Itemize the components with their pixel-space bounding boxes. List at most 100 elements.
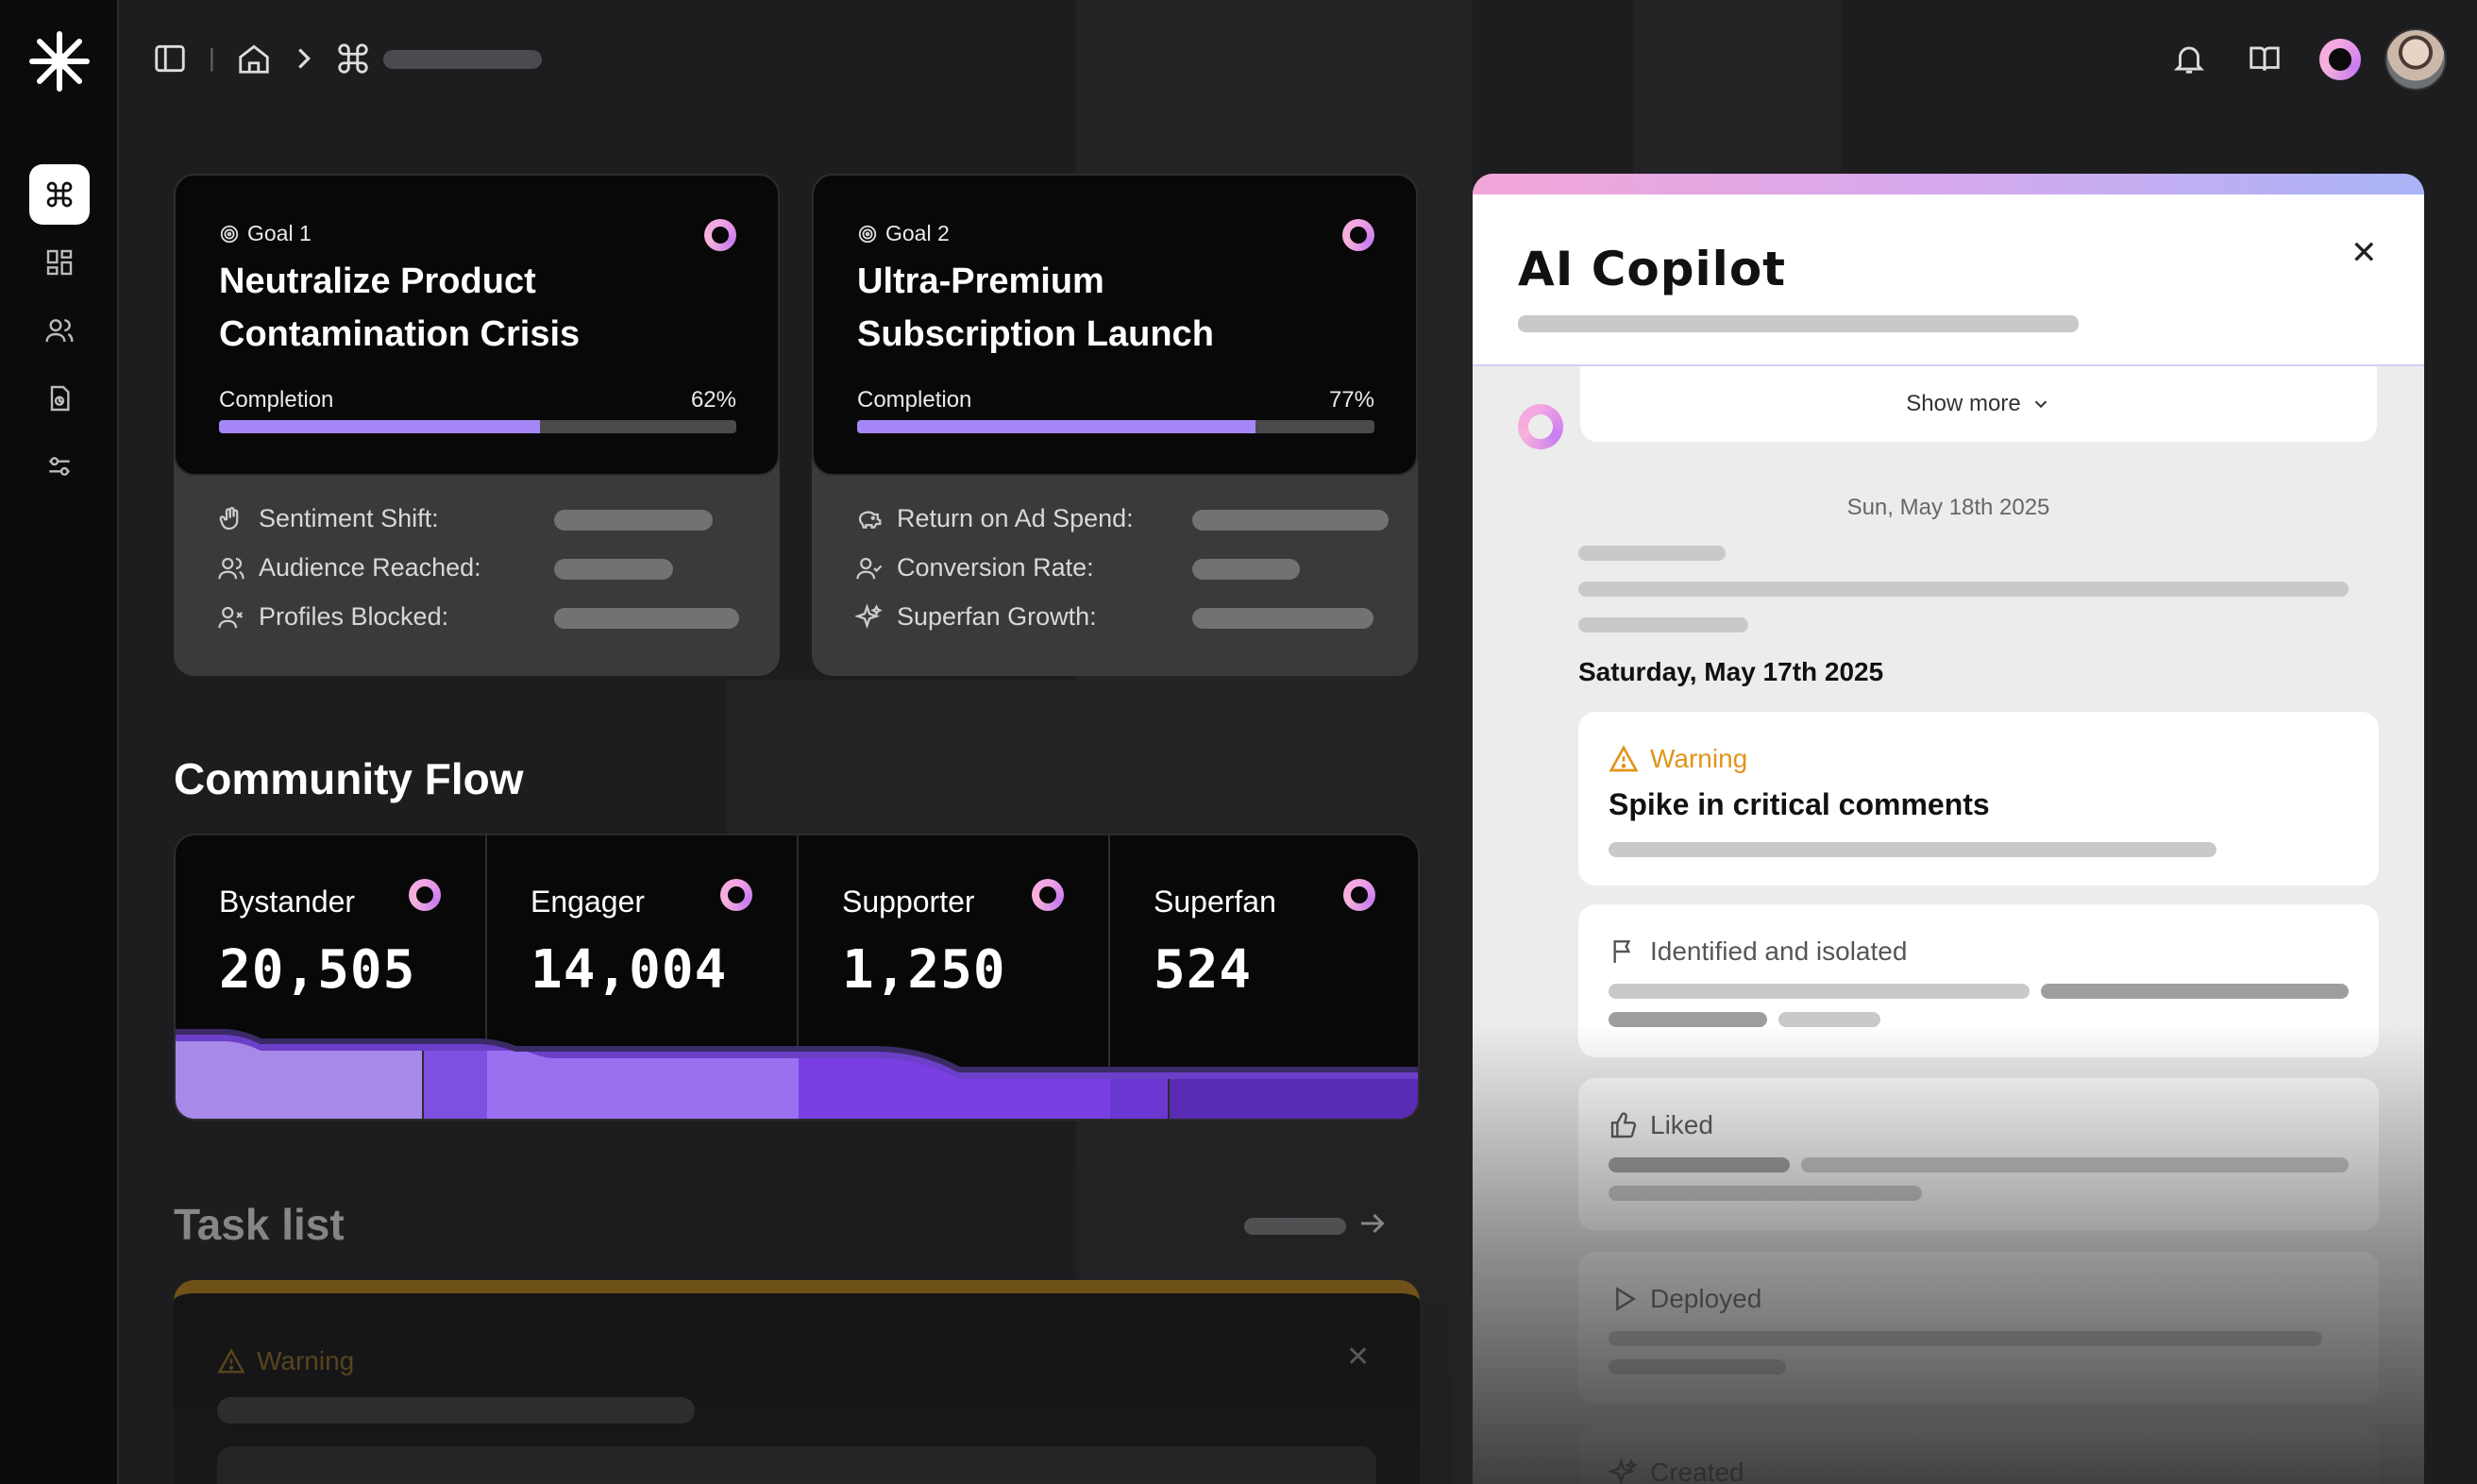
background-shape bbox=[1633, 0, 1841, 179]
metric-value-placeholder bbox=[1192, 510, 1389, 531]
thumbs-up-icon bbox=[1610, 1112, 1637, 1138]
task-card[interactable]: Warning ✕ bbox=[174, 1280, 1420, 1484]
goal-card-1[interactable]: Goal 1 Neutralize Product Contamination … bbox=[174, 174, 780, 676]
section-title-community-flow: Community Flow bbox=[174, 754, 524, 803]
event-text-placeholder bbox=[1778, 1012, 1880, 1027]
section-title-task-list: Task list bbox=[174, 1200, 345, 1249]
ai-orb-icon bbox=[1518, 404, 1563, 449]
sparkles-icon bbox=[1609, 1458, 1638, 1484]
event-status: Liked bbox=[1609, 1110, 1713, 1140]
flag-icon bbox=[1613, 940, 1631, 963]
ai-orb-icon[interactable] bbox=[1343, 879, 1375, 911]
metric-value-placeholder bbox=[554, 510, 713, 531]
metric-superfan-growth: Superfan Growth: bbox=[855, 602, 1097, 632]
arrow-right-icon[interactable] bbox=[1356, 1206, 1390, 1240]
flow-stage-name: Superfan bbox=[1154, 885, 1276, 919]
event-status-label: Identified and isolated bbox=[1650, 936, 1908, 966]
event-title: Spike in critical comments bbox=[1609, 787, 1990, 821]
event-text-placeholder bbox=[1801, 1157, 2349, 1172]
sidebar-item-documents[interactable] bbox=[29, 368, 90, 429]
flow-stage-bystander[interactable]: Bystander 20,505 bbox=[176, 835, 487, 1119]
metric-conversion-rate: Conversion Rate: bbox=[855, 553, 1094, 582]
show-more-label: Show more bbox=[1906, 391, 2021, 416]
copilot-header: AI Copilot ✕ bbox=[1473, 194, 2424, 366]
sidebar bbox=[0, 0, 119, 1484]
event-text-placeholder bbox=[1609, 1012, 1767, 1027]
home-icon[interactable] bbox=[235, 40, 273, 77]
ai-orb-icon[interactable] bbox=[1032, 879, 1064, 911]
metric-label: Audience Reached: bbox=[259, 553, 481, 582]
message-placeholder bbox=[1578, 582, 2349, 597]
close-icon[interactable]: ✕ bbox=[1346, 1341, 1371, 1373]
flow-stage-name: Supporter bbox=[842, 885, 975, 919]
chevron-down-icon bbox=[2034, 400, 2047, 409]
ai-orb-icon[interactable] bbox=[409, 879, 441, 911]
goal-label-text: Goal 2 bbox=[885, 221, 950, 245]
flow-stage-superfan[interactable]: Superfan 524 bbox=[1110, 835, 1418, 1119]
event-card-created[interactable]: Created bbox=[1578, 1425, 2379, 1484]
warning-triangle-icon bbox=[1609, 745, 1639, 772]
date-section-heading: Saturday, May 17th 2025 bbox=[1578, 657, 1884, 686]
task-list-link-placeholder[interactable] bbox=[1244, 1218, 1346, 1235]
completion-value: 77% bbox=[1328, 387, 1374, 413]
document-icon bbox=[50, 385, 70, 412]
event-card-warning[interactable]: Warning Spike in critical comments bbox=[1578, 712, 2379, 885]
flow-stage-name: Engager bbox=[531, 885, 645, 919]
metric-audience-reached: Audience Reached: bbox=[217, 553, 481, 582]
close-icon[interactable]: ✕ bbox=[2351, 235, 2378, 271]
event-text-placeholder bbox=[1609, 1331, 2322, 1346]
ai-orb-icon[interactable] bbox=[720, 879, 752, 911]
event-status-label: Warning bbox=[1650, 744, 1748, 773]
show-more-button[interactable]: Show more bbox=[1580, 366, 2377, 442]
bell-icon[interactable] bbox=[2170, 40, 2208, 77]
asterisk-logo-icon[interactable] bbox=[26, 28, 93, 94]
message-placeholder bbox=[1578, 546, 1726, 561]
sidebar-item-command[interactable] bbox=[29, 164, 90, 225]
metric-label: Profiles Blocked: bbox=[259, 602, 449, 631]
goal-label: Goal 1 bbox=[219, 221, 312, 246]
goal-label-text: Goal 1 bbox=[247, 221, 312, 245]
sidebar-toggle-icon[interactable] bbox=[151, 40, 189, 77]
metric-label: Return on Ad Spend: bbox=[897, 504, 1134, 532]
event-card-identified[interactable]: Identified and isolated bbox=[1578, 904, 2379, 1057]
date-label: Sun, May 18th 2025 bbox=[1846, 495, 2050, 520]
message-placeholder bbox=[1578, 617, 1748, 632]
goal-header: Goal 2 Ultra-Premium Subscription Launch… bbox=[812, 174, 1418, 476]
event-text-placeholder bbox=[2041, 984, 2349, 999]
flow-stage-engager[interactable]: Engager 14,004 bbox=[487, 835, 799, 1119]
metric-value-placeholder bbox=[554, 608, 739, 629]
goal-header: Goal 1 Neutralize Product Contamination … bbox=[174, 174, 780, 476]
flow-stage-value: 524 bbox=[1154, 939, 1253, 1001]
event-status-label: Deployed bbox=[1650, 1284, 1762, 1313]
ai-orb-icon[interactable] bbox=[1342, 219, 1374, 251]
event-status-label: Liked bbox=[1650, 1110, 1713, 1139]
flow-stage-value: 14,004 bbox=[531, 939, 728, 1001]
ai-orb-icon[interactable] bbox=[2319, 39, 2361, 80]
sidebar-item-settings[interactable] bbox=[29, 436, 90, 497]
completion-bar-fill bbox=[857, 420, 1255, 433]
task-summary-box bbox=[217, 1446, 1376, 1484]
community-flow-panel: Bystander 20,505 Engager 14,004 Supporte… bbox=[174, 834, 1420, 1121]
sidebar-item-audience[interactable] bbox=[29, 300, 90, 361]
breadcrumb-placeholder bbox=[383, 50, 542, 69]
sparkles-icon bbox=[855, 602, 883, 629]
event-card-deployed[interactable]: Deployed bbox=[1578, 1252, 2379, 1405]
flow-stage-supporter[interactable]: Supporter 1,250 bbox=[799, 835, 1110, 1119]
sidebar-item-dashboard[interactable] bbox=[29, 232, 90, 293]
target-icon bbox=[220, 225, 239, 243]
flow-stage-value: 1,250 bbox=[842, 939, 1006, 1001]
metric-value-placeholder bbox=[1192, 559, 1300, 580]
copilot-accent-strip bbox=[1473, 174, 2424, 194]
ai-copilot-panel: AI Copilot ✕ Show more Sun, May 18th 202… bbox=[1473, 174, 2424, 1484]
event-card-liked[interactable]: Liked bbox=[1578, 1078, 2379, 1231]
avatar[interactable] bbox=[2384, 28, 2447, 91]
event-text-placeholder bbox=[1609, 1186, 1922, 1201]
piggy-bank-icon bbox=[858, 510, 882, 529]
metric-label: Sentiment Shift: bbox=[259, 504, 439, 532]
goal-card-2[interactable]: Goal 2 Ultra-Premium Subscription Launch… bbox=[812, 174, 1418, 676]
completion-bar bbox=[219, 420, 736, 433]
command-icon[interactable] bbox=[334, 40, 372, 77]
book-icon[interactable] bbox=[2246, 40, 2283, 77]
metric-sentiment-shift: Sentiment Shift: bbox=[217, 504, 439, 533]
ai-orb-icon[interactable] bbox=[704, 219, 736, 251]
